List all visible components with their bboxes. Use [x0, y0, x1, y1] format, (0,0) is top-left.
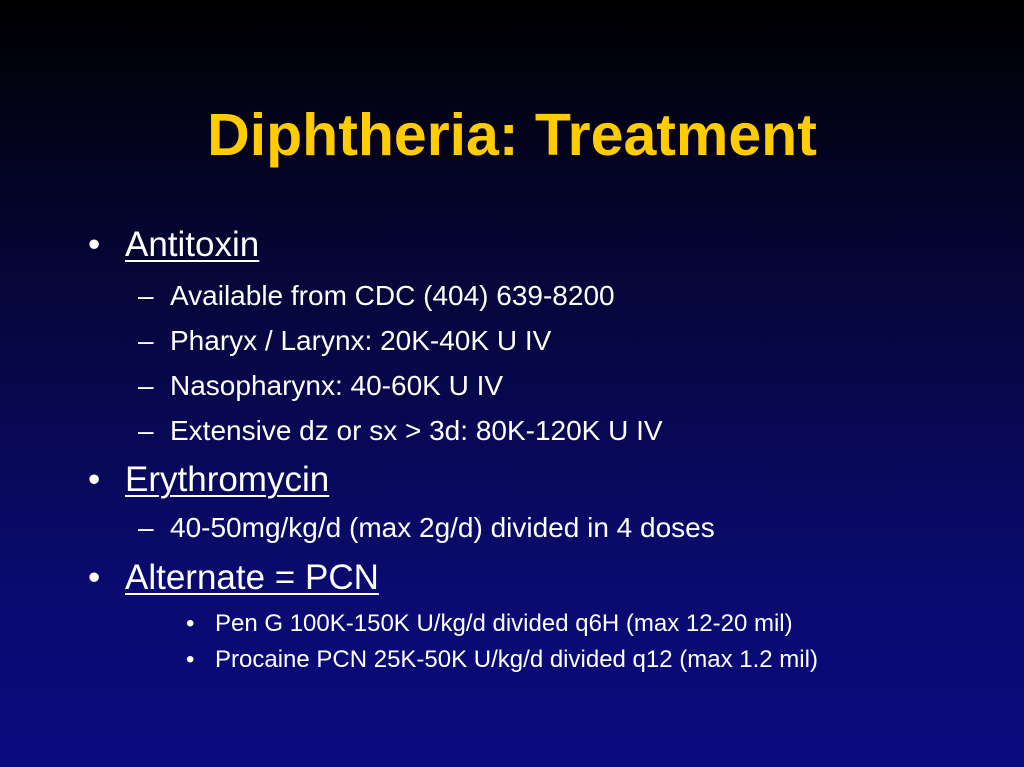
bullet-icon: •	[88, 460, 101, 499]
list-item: – Available from CDC (404) 639-8200	[138, 280, 615, 311]
list-item: – Extensive dz or sx > 3d: 80K-120K U IV	[138, 415, 663, 446]
list-item: • Pen G 100K-150K U/kg/d divided q6H (max…	[186, 610, 793, 637]
list-item: –40-50mg/kg/d (max 2g/d) divided in 4 do…	[138, 512, 715, 543]
bullet-antitoxin: • Antitoxin	[88, 225, 259, 265]
list-item: – Nasopharynx: 40-60K U IV	[138, 370, 504, 401]
dash-icon: –	[138, 512, 154, 543]
slide-title: Diphtheria: Treatment	[207, 102, 817, 168]
bullet-icon: •	[88, 558, 101, 597]
heading-text: Erythromycin	[125, 460, 330, 499]
heading-text: Antitoxin	[125, 225, 260, 264]
bullet-icon: •	[186, 610, 195, 637]
bullet-icon: •	[186, 646, 195, 673]
dash-icon: –	[138, 370, 154, 401]
heading-text: Alternate = PCN	[125, 558, 379, 597]
bullet-icon: •	[88, 225, 101, 264]
bullet-alternate: • Alternate = PCN	[88, 558, 379, 598]
bullet-erythromycin: • Erythromycin	[88, 460, 329, 500]
dash-icon: –	[138, 280, 154, 311]
dash-icon: –	[138, 325, 154, 356]
list-item: – Pharyx / Larynx: 20K-40K U IV	[138, 325, 552, 356]
list-item: • Procaine PCN 25K-50K U/kg/d divided q12…	[186, 646, 818, 673]
dash-icon: –	[138, 415, 154, 446]
